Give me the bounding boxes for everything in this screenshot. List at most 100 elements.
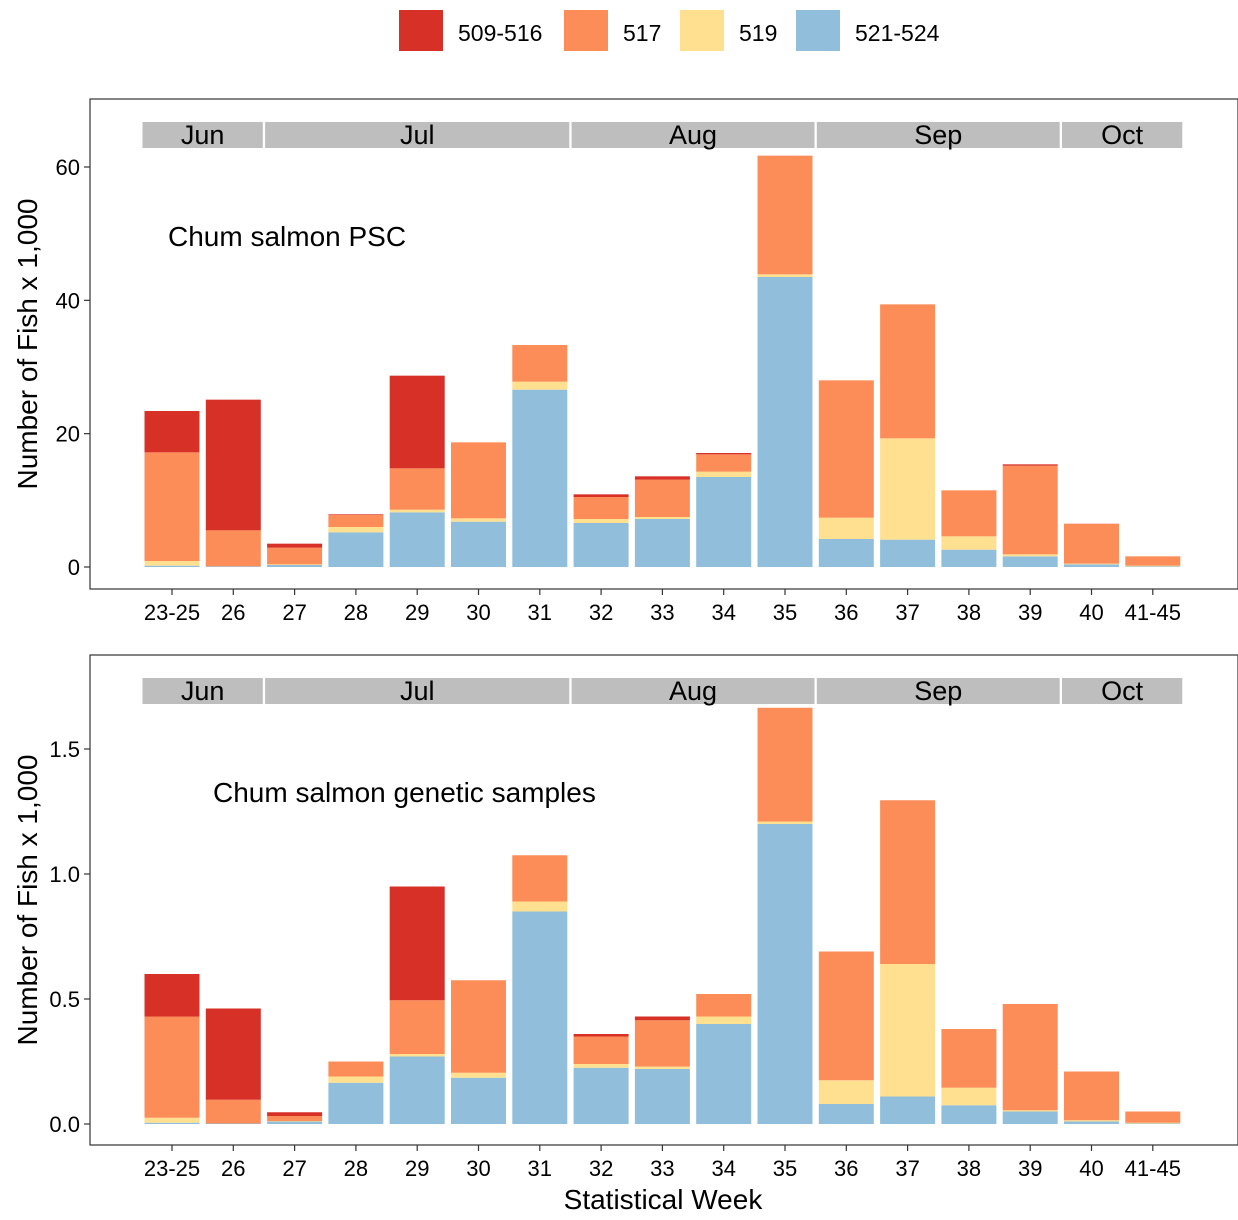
legend-label: 517 — [623, 20, 661, 46]
bar-segment-521-524-week-31 — [512, 911, 568, 1124]
bar-segment-517-week-38 — [941, 490, 997, 537]
bar-segment-521-524-week-37 — [880, 1096, 936, 1124]
bar-segment-519-week-30 — [451, 1072, 506, 1078]
bar-segment-519-week-23-25 — [144, 561, 200, 566]
x-tick-label: 34 — [711, 1156, 735, 1181]
bar-segment-521-524-week-33 — [634, 1069, 690, 1124]
bar-segment-519-week-32 — [573, 1064, 629, 1068]
month-label: Jun — [181, 120, 225, 150]
bar-segment-509-516-week-32 — [573, 494, 629, 497]
x-tick-label: 41-45 — [1125, 600, 1181, 625]
bar-segment-521-524-week-40 — [1064, 1121, 1119, 1124]
bar-segment-517-week-29 — [389, 468, 445, 510]
x-tick-label: 38 — [957, 1156, 981, 1181]
y-tick-label: 1.5 — [49, 737, 80, 762]
bar-segment-517-week-40 — [1064, 523, 1119, 564]
bar-segment-509-516-week-27 — [267, 543, 323, 548]
y-tick-label: 0.0 — [49, 1112, 80, 1137]
month-label: Aug — [669, 676, 717, 706]
bar-segment-517-week-23-25 — [144, 1016, 200, 1118]
bar-segment-517-week-34 — [696, 454, 752, 472]
bar-segment-517-week-39 — [1002, 1004, 1058, 1111]
y-axis-title: Number of Fish x 1,000 — [12, 198, 43, 489]
bar-segment-509-516-week-33 — [634, 476, 690, 480]
legend-swatch-517 — [564, 10, 608, 51]
panel-psc: Jun Jul Aug Sep Oct Chum salmon PSC 0204060 … — [56, 98, 1238, 625]
bar-segment-519-week-37 — [880, 438, 936, 540]
x-tick-label: 37 — [895, 600, 919, 625]
month-label: Sep — [914, 676, 962, 706]
bar-segment-521-524-week-39 — [1002, 556, 1058, 567]
bar-segment-517-week-35 — [757, 707, 813, 822]
panel-annotation: Chum salmon PSC — [168, 221, 406, 252]
bar-segment-521-524-week-30 — [451, 521, 506, 567]
bar-segment-517-week-26 — [205, 1099, 261, 1124]
x-tick-label: 36 — [834, 600, 858, 625]
month-strip-jun — [142, 122, 263, 148]
y-tick-label: 0 — [68, 555, 80, 580]
month-strip-aug — [571, 122, 815, 148]
bar-segment-517-week-30 — [451, 980, 506, 1073]
x-axis-title: Statistical Week — [564, 1184, 764, 1215]
x-tick-label: 35 — [773, 600, 797, 625]
month-label: Aug — [669, 120, 717, 150]
x-tick-label: 40 — [1079, 600, 1103, 625]
bar-segment-521-524-week-23-25 — [144, 565, 200, 567]
bar-segment-509-516-week-39 — [1002, 464, 1058, 466]
bar-segment-521-524-week-36 — [818, 539, 874, 567]
bar-segment-517-week-31 — [512, 855, 568, 902]
bar-segment-519-week-28 — [328, 1076, 384, 1083]
bar-segment-517-week-29 — [389, 1000, 445, 1054]
x-tick-label: 26 — [221, 600, 245, 625]
bar-segment-509-516-week-27 — [267, 1112, 323, 1116]
month-strip-sep — [816, 122, 1060, 148]
x-tick-label: 32 — [589, 1156, 613, 1181]
x-tick-label: 34 — [711, 600, 735, 625]
x-tick-label: 28 — [344, 600, 368, 625]
bar-segment-517-week-37 — [880, 800, 936, 964]
bar-segment-509-516-week-23-25 — [144, 411, 200, 453]
bar-segment-509-516-week-34 — [696, 453, 752, 455]
x-tick-label: 26 — [221, 1156, 245, 1181]
x-tick-label: 29 — [405, 1156, 429, 1181]
bar-segment-519-week-41-45 — [1125, 565, 1181, 567]
bar-segment-509-516-week-28 — [328, 514, 384, 515]
bar-segment-521-524-week-40 — [1064, 564, 1119, 567]
x-tick-label: 31 — [528, 1156, 552, 1181]
panel-genetic: Jun Jul Aug Sep Oct Chum salmon genetic samp… — [49, 654, 1238, 1181]
bar-segment-517-week-41-45 — [1125, 1111, 1181, 1123]
panel-annotation: Chum salmon genetic samples — [213, 777, 596, 808]
x-tick-label: 37 — [895, 1156, 919, 1181]
bar-segment-521-524-week-27 — [267, 1121, 323, 1124]
bar-segment-521-524-week-26 — [205, 566, 261, 567]
x-tick-label: 29 — [405, 600, 429, 625]
bar-segment-517-week-33 — [634, 1020, 690, 1067]
bar-segment-509-516-week-23-25 — [144, 974, 200, 1017]
bar-segment-517-week-23-25 — [144, 452, 200, 561]
bar-segment-519-week-36 — [818, 517, 874, 539]
month-label: Jun — [181, 676, 225, 706]
bar-segment-519-week-29 — [389, 509, 445, 513]
legend: 509-516 517 519 521-524 — [399, 10, 940, 51]
month-strip-aug — [571, 678, 815, 704]
bar-segment-519-week-31 — [512, 901, 568, 912]
bar-segment-519-week-41-45 — [1125, 1122, 1181, 1124]
bar-segment-519-week-38 — [941, 1087, 997, 1106]
month-strip-oct — [1062, 678, 1183, 704]
bar-segment-517-week-38 — [941, 1029, 997, 1088]
bar-segment-521-524-week-38 — [941, 1105, 997, 1124]
bar-segment-517-week-33 — [634, 479, 690, 517]
x-tick-label: 23-25 — [144, 600, 200, 625]
bar-segment-517-week-26 — [205, 530, 261, 567]
bar-segment-519-week-30 — [451, 518, 506, 522]
month-label: Sep — [914, 120, 962, 150]
bar-segment-521-524-week-28 — [328, 1082, 384, 1124]
bar-segment-519-week-37 — [880, 964, 936, 1097]
bar-segment-517-week-39 — [1002, 465, 1058, 555]
x-tick-label: 23-25 — [144, 1156, 200, 1181]
bar-segment-519-week-27 — [267, 564, 323, 565]
x-tick-label: 35 — [773, 1156, 797, 1181]
bar-segment-517-week-36 — [818, 380, 874, 518]
bar-segment-521-524-week-36 — [818, 1104, 874, 1124]
